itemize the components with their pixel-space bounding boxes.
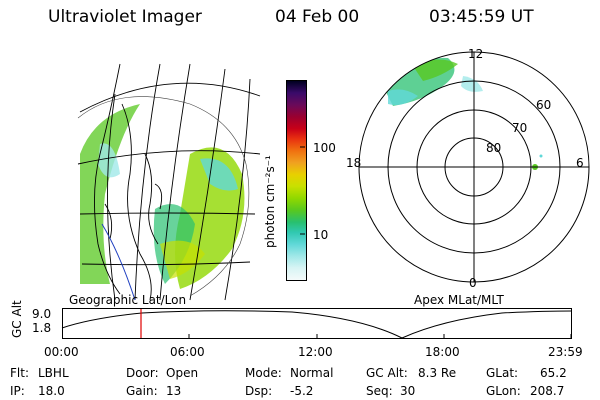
observation-time: 03:45:59 UT (429, 7, 534, 27)
colorbar-tick-100: 100 (313, 141, 336, 155)
observation-date: 04 Feb 00 (275, 7, 360, 27)
seq-label: Seq: (366, 384, 393, 398)
colorbar-tick-10: 10 (313, 228, 329, 242)
filter-label: Flt: (10, 366, 29, 380)
filter-value: LBHL (38, 366, 69, 380)
mlat-label-80: 80 (486, 141, 502, 155)
geographic-map (77, 63, 261, 301)
altitude-tick-9: 9.0 (32, 307, 52, 321)
gain-label: Gain: (126, 384, 158, 398)
colorbar-ticks (300, 146, 305, 235)
altitude-tick-1-8: 1.8 (32, 321, 52, 335)
glon-value: 208.7 (530, 384, 565, 398)
mlat-label-70: 70 (512, 121, 528, 135)
glat-label: GLat: (486, 366, 519, 380)
time-tick-0000: 00:00 (44, 345, 79, 359)
time-tick-1200: 12:00 (298, 345, 333, 359)
polar-mlt-plot (358, 51, 590, 283)
instrument-title: Ultraviolet Imager (48, 7, 202, 27)
door-value: Open (166, 366, 199, 380)
left-panel-label: Geographic Lat/Lon (69, 293, 187, 307)
polar-panel-label: Apex MLat/MLT (414, 293, 504, 307)
seq-value: 30 (400, 384, 416, 398)
gc-alt-value: 8.3 Re (418, 366, 457, 380)
door-label: Door: (126, 366, 159, 380)
mlt-label-12: 12 (468, 47, 484, 61)
ip-label: IP: (10, 384, 25, 398)
ip-value: 18.0 (38, 384, 65, 398)
time-tick-2359: 23:59 (548, 345, 583, 359)
colorbar-gradient (287, 81, 306, 280)
colorbar (286, 80, 307, 281)
mlt-label-18: 18 (346, 156, 362, 170)
mlat-label-60: 60 (536, 98, 552, 112)
time-tick-0600: 06:00 (170, 345, 205, 359)
mode-value: Normal (290, 366, 334, 380)
gain-value: 13 (166, 384, 182, 398)
altitude-axis-label: GC Alt (10, 300, 24, 338)
time-tick-1800: 18:00 (425, 345, 460, 359)
mlt-label-6: 6 (576, 156, 584, 170)
dsp-label: Dsp: (245, 384, 273, 398)
altitude-plot (61, 308, 573, 339)
glat-value: 65.2 (540, 366, 567, 380)
mlt-label-0: 0 (469, 276, 477, 290)
colorbar-unit-label: photon cm⁻²s⁻¹ (263, 155, 277, 248)
glon-label: GLon: (486, 384, 521, 398)
dsp-value: -5.2 (290, 384, 314, 398)
mode-label: Mode: (245, 366, 282, 380)
gc-alt-label: GC Alt: (366, 366, 408, 380)
